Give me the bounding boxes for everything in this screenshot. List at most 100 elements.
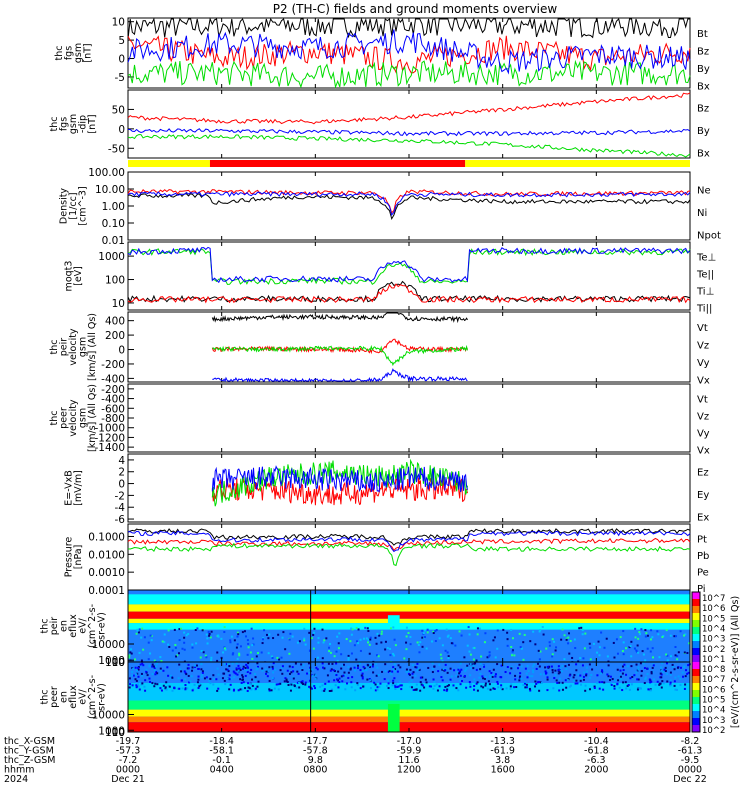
spectrogram-pixel <box>419 641 422 644</box>
spectrogram-pixel <box>582 657 585 660</box>
spectrogram-pixel <box>193 683 196 686</box>
y-tick-label: 10.00 <box>95 184 125 196</box>
colorbar-tick: 10^7 <box>702 594 725 604</box>
spectrogram-pixel <box>237 669 240 672</box>
spectrogram-pixel <box>361 670 364 673</box>
spectrogram-pixel <box>208 634 211 637</box>
spectrogram-pixel <box>147 658 150 661</box>
legend-entry: Ey <box>697 490 709 501</box>
spectrogram-pixel <box>391 684 394 687</box>
spectrogram-pixel <box>313 685 316 688</box>
spectrogram-pixel <box>500 686 503 689</box>
spectrogram-pixel <box>232 689 235 692</box>
spectrogram-pixel <box>225 668 228 671</box>
spectrogram-pixel <box>472 647 475 650</box>
spectrogram-pixel <box>520 665 523 668</box>
spectrogram-pixel <box>465 686 468 689</box>
spectrogram-pixel <box>354 669 357 672</box>
spectrogram-pixel <box>229 683 232 686</box>
spectrogram-pixel <box>270 655 273 658</box>
spectrogram-pixel <box>332 669 335 672</box>
spectrogram-pixel <box>235 667 238 670</box>
spectrogram-pixel <box>613 656 616 659</box>
spectrogram-pixel <box>141 682 144 685</box>
x-axis-value: 2000 <box>584 765 608 776</box>
y-tick-label: -2 <box>115 490 125 502</box>
spectrogram-pixel <box>532 630 535 633</box>
colorbar-step <box>692 599 700 607</box>
y-axis-label: eflux <box>68 614 79 638</box>
spectrogram-pixel <box>246 665 249 668</box>
spectrogram-pixel <box>416 662 419 665</box>
spectrogram-pixel <box>644 676 647 679</box>
spectrogram-pixel <box>442 668 445 671</box>
spectrogram-pixel <box>558 677 561 680</box>
series-Bx <box>127 29 691 75</box>
spectrogram-pixel <box>160 689 163 692</box>
spectrogram-pixel <box>288 672 291 675</box>
spectrogram-pixel <box>651 636 654 639</box>
spectrogram-pixel <box>144 679 147 682</box>
colorbar-step <box>692 634 700 642</box>
spectrogram-pixel <box>621 689 624 692</box>
legend-entry: Ti⊥ <box>696 287 714 298</box>
spectrogram-pixel <box>137 666 140 669</box>
spectrogram-pixel <box>321 684 324 687</box>
spectrogram-pixel <box>622 681 625 684</box>
spectrogram-pixel <box>246 653 249 656</box>
spectrogram-pixel <box>482 677 485 680</box>
spectrogram-pixel <box>653 678 656 681</box>
spectrogram-pixel <box>140 683 143 686</box>
spectrogram-pixel <box>340 653 343 656</box>
spectrogram-pixel <box>321 628 324 631</box>
spectrogram-pixel <box>359 669 362 672</box>
spectrogram-pixel <box>128 654 131 657</box>
spectrogram-pixel <box>423 636 426 639</box>
spectrogram-pixel <box>188 681 191 684</box>
y-tick-label: 10 <box>112 17 125 29</box>
y-axis-label: peir <box>59 338 70 357</box>
spectrogram-pixel <box>520 677 523 680</box>
spectrogram-pixel <box>409 685 412 688</box>
spectrogram-pixel <box>288 638 291 641</box>
spectrogram-pixel <box>171 689 174 692</box>
spectrogram-pixel <box>288 665 291 668</box>
colorbar-step <box>692 725 700 733</box>
spectrogram-pixel <box>475 682 478 685</box>
spectrogram-pixel <box>492 673 495 676</box>
spectrogram-band <box>128 716 690 723</box>
spectrogram-pixel <box>492 639 495 642</box>
spectrogram-pixel <box>132 667 135 670</box>
spectrogram-pixel <box>239 678 242 681</box>
spectrogram-pixel <box>360 674 363 677</box>
spectrogram-pixel <box>137 683 140 686</box>
legend-entry: Ex <box>697 513 709 524</box>
spectrogram-pixel <box>239 688 242 691</box>
spectrogram-pixel <box>147 641 150 644</box>
spectrogram-pixel <box>568 632 571 635</box>
spectrogram-pixel <box>559 667 562 670</box>
legend-entry: Vz <box>697 340 709 351</box>
spectrogram-pixel <box>357 628 360 631</box>
spectrogram-pixel <box>227 670 230 673</box>
spectrogram-pixel <box>674 676 677 679</box>
spectrogram-pixel <box>304 683 307 686</box>
spectrogram-pixel <box>232 670 235 673</box>
spectrogram-pixel <box>502 628 505 631</box>
spectrogram-pixel <box>447 684 450 687</box>
spectrogram-pixel <box>611 678 614 681</box>
spectrogram-pixel <box>311 675 314 678</box>
legend-entry: By <box>697 126 710 137</box>
spectrogram-pixel <box>545 671 548 674</box>
spectrogram-pixel <box>548 641 551 644</box>
series-Bt <box>127 17 690 40</box>
spectrogram-pixel <box>557 672 560 675</box>
spectrogram-pixel <box>492 687 495 690</box>
spectrogram-pixel <box>546 678 549 681</box>
x-axis-value: -6.3 <box>587 755 606 766</box>
panel-frame <box>127 89 691 159</box>
spectrogram-pixel <box>313 627 316 630</box>
spectrogram-pixel <box>488 670 491 673</box>
spectrogram-pixel <box>644 677 647 680</box>
